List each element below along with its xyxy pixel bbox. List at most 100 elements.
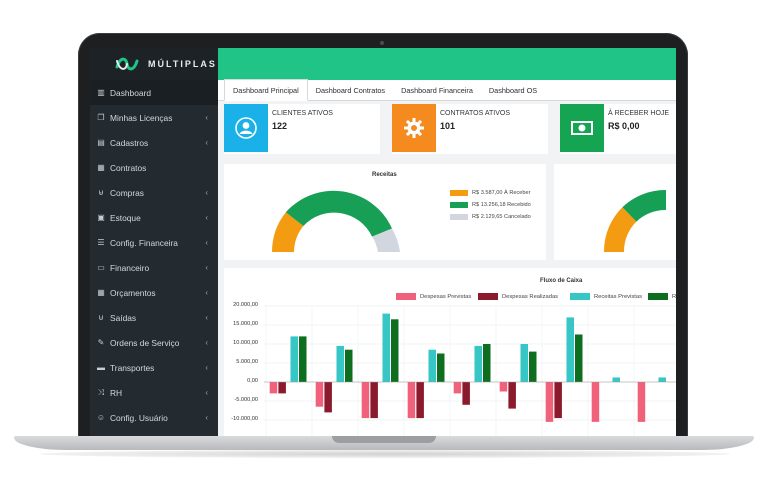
bar-recei-2[interactable]	[391, 319, 399, 382]
chevron-left-icon: ‹	[205, 338, 208, 347]
sidebar-item-label: Contratos	[110, 162, 147, 173]
bar-despesas-previstas-2[interactable]	[361, 382, 370, 419]
document-icon: ▦	[97, 163, 105, 172]
chart-icon: ▥	[97, 88, 105, 97]
bar-receitas-previstas-6[interactable]	[566, 317, 575, 382]
sidebar-item-ordens-de-servi-o[interactable]: ✎ Ordens de Serviço ‹	[90, 330, 218, 355]
gear-icon	[392, 104, 436, 152]
sidebar-item-label: Transportes	[110, 362, 155, 373]
bar-legend-item[interactable]: Despesas Realizadas	[478, 293, 558, 300]
receitas-panel-2	[554, 164, 676, 260]
card--receber-hoje: À RECEBER HOJE R$ 0,00	[560, 104, 676, 154]
bar-legend-item[interactable]: Receitas Previstas	[570, 293, 642, 300]
bar-despesas-realizadas-1[interactable]	[324, 382, 332, 413]
bar-despesas-previstas-8[interactable]	[637, 382, 646, 422]
list-icon: ☰	[97, 238, 105, 247]
sidebar-item-financeiro[interactable]: ▭ Financeiro ‹	[90, 255, 218, 280]
bar-despesas-previstas-3[interactable]	[407, 382, 416, 419]
sidebar-item-label: Saídas	[110, 312, 137, 323]
bar-recei-3[interactable]	[437, 353, 445, 383]
bar-despesas-realizadas-3[interactable]	[416, 382, 424, 419]
receitas-legend-item[interactable]: R$ 2.129,65 Cancelado	[450, 214, 531, 220]
dashboard-tabs: Dashboard Principal Dashboard Contratos Da…	[218, 79, 676, 101]
bar-receitas-previstas-1[interactable]	[336, 345, 345, 382]
bar-recei-5[interactable]	[529, 351, 537, 382]
bar-despesas-previstas-6[interactable]	[545, 382, 554, 422]
sidebar-item-config-financeira[interactable]: ☰ Config. Financeira ‹	[90, 230, 218, 255]
bar-despesas-realizadas-4[interactable]	[462, 382, 470, 405]
bar-receitas-previstas-7[interactable]	[612, 377, 621, 382]
money-icon: ▭	[97, 263, 105, 272]
laptop-base	[14, 436, 754, 450]
sidebar-item-contratos[interactable]: ▦ Contratos	[90, 155, 218, 180]
sidebar-item-label: RH	[110, 387, 123, 398]
top-bar	[218, 48, 676, 80]
sidebar-item-cadastros[interactable]: ▤ Cadastros ‹	[90, 130, 218, 155]
bar-despesas-realizadas-5[interactable]	[508, 382, 516, 409]
bar-despesas-previstas-4[interactable]	[453, 382, 462, 394]
bar-despesas-previstas-0[interactable]	[269, 382, 278, 394]
sidebar-item-label: Compras	[110, 187, 144, 198]
chevron-left-icon: ‹	[205, 238, 208, 247]
bar-despesas-realizadas-0[interactable]	[278, 382, 286, 394]
fluxo-caixa-title: Fluxo de Caixa	[540, 278, 583, 284]
card-label: CONTRATOS ATIVOS	[440, 110, 511, 117]
bar-receitas-previstas-3[interactable]	[428, 349, 437, 382]
bar-recei-0[interactable]	[299, 336, 307, 382]
gauge2-segment-green	[622, 189, 666, 222]
sidebar-item-or-amentos[interactable]: ▦ Orçamentos ‹	[90, 280, 218, 305]
y-tick-label: 20.000,00	[233, 302, 258, 308]
bar-despesas-realizadas-6[interactable]	[554, 382, 562, 419]
sidebar-item-rh[interactable]: ⤨ RH ‹	[90, 380, 218, 405]
legend-swatch	[478, 293, 498, 300]
sidebar-item-estoque[interactable]: ▣ Estoque ‹	[90, 205, 218, 230]
legend-swatch	[648, 293, 668, 300]
bar-despesas-previstas-5[interactable]	[499, 382, 508, 392]
tab-dashboard-financeira[interactable]: Dashboard Financeira	[401, 86, 473, 95]
copy-icon: ❐	[97, 113, 105, 122]
y-tick-label: 5.000,00	[236, 359, 258, 365]
bar-legend-item[interactable]: Recei	[648, 293, 676, 300]
receitas-legend-item[interactable]: R$ 13.256,18 Recebido	[450, 202, 531, 208]
fluxo-caixa-chart	[264, 305, 676, 436]
gauge-segment-cancelado	[372, 228, 400, 252]
bar-despesas-realizadas-2[interactable]	[370, 382, 378, 419]
chevron-left-icon: ‹	[205, 113, 208, 122]
gauge-segment-a-receber	[272, 212, 304, 252]
brand-name: MÚLTIPLAS	[148, 59, 217, 69]
card-contratos-ativos: CONTRATOS ATIVOS 101	[392, 104, 548, 154]
box-icon: ▣	[97, 213, 105, 222]
sidebar-item-dashboard[interactable]: ▥ Dashboard	[90, 80, 218, 105]
sidebar-item-config-usu-rio[interactable]: ☺ Config. Usuário ‹	[90, 405, 218, 430]
shuffle-icon: ⤨	[97, 387, 105, 397]
bar-recei-6[interactable]	[575, 334, 583, 383]
bar-recei-4[interactable]	[483, 344, 491, 382]
bar-receitas-previstas-4[interactable]	[474, 345, 483, 382]
sidebar-item-transportes[interactable]: ▬ Transportes ‹	[90, 355, 218, 380]
laptop-notch	[332, 436, 436, 443]
receitas-legend-item[interactable]: R$ 3.587,00 À Receber	[450, 190, 530, 196]
chevron-left-icon: ‹	[205, 363, 208, 372]
sidebar-item-label: Minhas Licenças	[110, 112, 173, 123]
tab-dashboard-contratos[interactable]: Dashboard Contratos	[315, 86, 386, 95]
cart-icon: ⊍	[98, 313, 104, 322]
tab-dashboard-os[interactable]: Dashboard OS	[488, 86, 538, 95]
sidebar-item-label: Estoque	[110, 212, 141, 223]
screen: MÚLTIPLAS ▥ Dashboard ❐ Minhas Licenças ‹ ▤ Ca…	[90, 48, 676, 436]
logo[interactable]: MÚLTIPLAS	[90, 48, 218, 80]
bar-recei-1[interactable]	[345, 349, 353, 382]
receitas-gauge	[272, 190, 400, 252]
bar-receitas-previstas-2[interactable]	[382, 313, 391, 382]
sidebar-item-compras[interactable]: ⊌ Compras ‹	[90, 180, 218, 205]
sidebar-item-sa-das[interactable]: ⊍ Saídas ‹	[90, 305, 218, 330]
bar-receitas-previstas-8[interactable]	[658, 377, 667, 382]
y-tick-label: -5.000,00	[234, 397, 258, 403]
bar-legend-item[interactable]: Despesas Previstas	[396, 293, 471, 300]
bar-receitas-previstas-5[interactable]	[520, 344, 529, 382]
tab-dashboard-principal[interactable]: Dashboard Principal	[224, 79, 308, 101]
bar-receitas-previstas-0[interactable]	[290, 336, 299, 382]
chevron-left-icon: ‹	[205, 413, 208, 422]
bar-despesas-previstas-1[interactable]	[315, 382, 324, 407]
sidebar-item-minhas-licen-as[interactable]: ❐ Minhas Licenças ‹	[90, 105, 218, 130]
bar-despesas-previstas-7[interactable]	[591, 382, 600, 422]
